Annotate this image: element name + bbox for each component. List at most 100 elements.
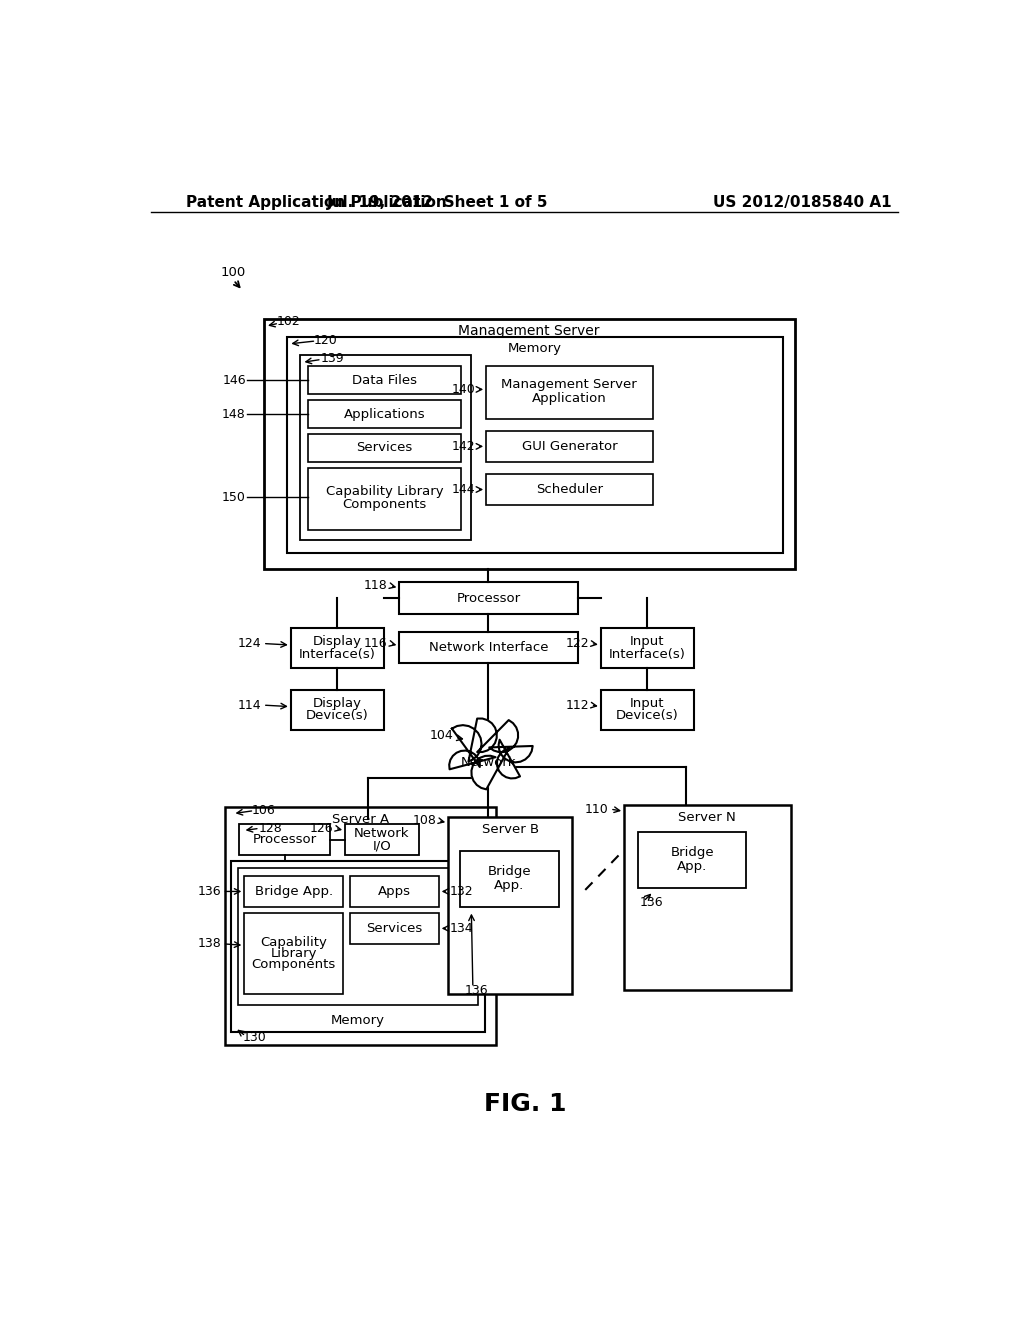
Text: Library: Library: [270, 946, 317, 960]
Text: App.: App.: [495, 879, 524, 892]
Text: 122: 122: [565, 638, 589, 649]
Bar: [486, 474, 652, 506]
Bar: [399, 582, 578, 614]
Bar: [287, 337, 783, 553]
Text: 150: 150: [222, 491, 246, 504]
Bar: [308, 367, 461, 395]
Text: 116: 116: [364, 638, 388, 649]
Text: Bridge: Bridge: [671, 846, 714, 859]
Text: 110: 110: [585, 803, 608, 816]
Polygon shape: [450, 718, 532, 789]
Text: 136: 136: [640, 896, 664, 909]
Bar: [245, 876, 343, 907]
Text: Network: Network: [461, 756, 516, 770]
Text: 142: 142: [452, 440, 475, 453]
Text: Capability Library: Capability Library: [326, 484, 443, 498]
Text: 136: 136: [198, 884, 221, 898]
Text: 136: 136: [465, 983, 488, 997]
Text: Network: Network: [354, 828, 410, 841]
Bar: [601, 628, 693, 668]
Text: Scheduler: Scheduler: [536, 483, 603, 496]
Text: Display: Display: [312, 697, 361, 710]
Bar: [291, 689, 384, 730]
Text: 148: 148: [222, 408, 246, 421]
Text: Data Files: Data Files: [352, 374, 417, 387]
Text: Applications: Applications: [344, 408, 425, 421]
Text: 114: 114: [238, 698, 261, 711]
Bar: [238, 869, 478, 1006]
Text: Server N: Server N: [679, 810, 736, 824]
Bar: [308, 434, 461, 462]
Text: 144: 144: [452, 483, 475, 496]
Text: Input: Input: [630, 697, 665, 710]
Text: Jul. 19, 2012  Sheet 1 of 5: Jul. 19, 2012 Sheet 1 of 5: [328, 195, 549, 210]
Bar: [460, 851, 559, 907]
Bar: [239, 825, 331, 855]
Bar: [308, 400, 461, 428]
Text: Device(s): Device(s): [615, 709, 679, 722]
Text: 106: 106: [252, 804, 275, 817]
Text: Processor: Processor: [253, 833, 316, 846]
Text: Management Server: Management Server: [502, 379, 637, 391]
Text: FIG. 1: FIG. 1: [483, 1092, 566, 1115]
Bar: [601, 689, 693, 730]
Text: 138: 138: [198, 937, 221, 950]
Text: 140: 140: [452, 383, 475, 396]
Bar: [349, 913, 438, 944]
Bar: [225, 807, 496, 1045]
Text: 130: 130: [243, 1031, 266, 1044]
Bar: [624, 805, 791, 990]
Text: Apps: Apps: [378, 884, 411, 898]
Text: 102: 102: [276, 315, 301, 329]
Text: Bridge: Bridge: [487, 865, 531, 878]
Text: Display: Display: [312, 635, 361, 648]
Text: 124: 124: [238, 638, 261, 649]
Text: 118: 118: [364, 579, 388, 593]
Text: Interface(s): Interface(s): [299, 648, 376, 661]
Bar: [245, 913, 343, 994]
Text: 108: 108: [413, 814, 436, 828]
Text: Bridge App.: Bridge App.: [255, 884, 333, 898]
Text: Processor: Processor: [457, 591, 520, 605]
Text: I/O: I/O: [373, 840, 391, 853]
Text: Input: Input: [630, 635, 665, 648]
Bar: [308, 469, 461, 529]
Bar: [449, 817, 572, 994]
Text: 134: 134: [450, 921, 473, 935]
Bar: [291, 628, 384, 668]
Bar: [300, 355, 471, 540]
Text: Network Interface: Network Interface: [429, 640, 548, 653]
Text: Server A: Server A: [332, 813, 389, 825]
Bar: [349, 876, 438, 907]
Text: Components: Components: [342, 499, 427, 511]
Text: Components: Components: [252, 958, 336, 970]
Text: Application: Application: [532, 392, 607, 405]
Text: 128: 128: [258, 822, 282, 834]
Text: US 2012/0185840 A1: US 2012/0185840 A1: [713, 195, 892, 210]
Text: Services: Services: [356, 441, 413, 454]
Text: Interface(s): Interface(s): [609, 648, 686, 661]
Bar: [263, 318, 795, 569]
Text: App.: App.: [677, 859, 708, 873]
Text: 100: 100: [221, 265, 246, 279]
Bar: [486, 432, 652, 462]
Text: 132: 132: [450, 884, 473, 898]
Text: GUI Generator: GUI Generator: [521, 440, 617, 453]
Bar: [486, 367, 652, 418]
Text: 120: 120: [314, 334, 338, 347]
Bar: [231, 861, 485, 1032]
Text: 139: 139: [321, 352, 344, 366]
Text: Memory: Memory: [331, 1014, 385, 1027]
Bar: [399, 632, 578, 663]
Bar: [638, 832, 746, 887]
Bar: [345, 825, 419, 855]
Text: Capability: Capability: [260, 936, 328, 949]
Text: 104: 104: [430, 730, 454, 742]
Text: 146: 146: [222, 374, 246, 387]
Text: Patent Application Publication: Patent Application Publication: [186, 195, 446, 210]
Text: Management Server: Management Server: [459, 323, 600, 338]
Text: Services: Services: [367, 921, 422, 935]
Text: 126: 126: [309, 822, 334, 834]
Text: Device(s): Device(s): [306, 709, 369, 722]
Text: 112: 112: [565, 698, 589, 711]
